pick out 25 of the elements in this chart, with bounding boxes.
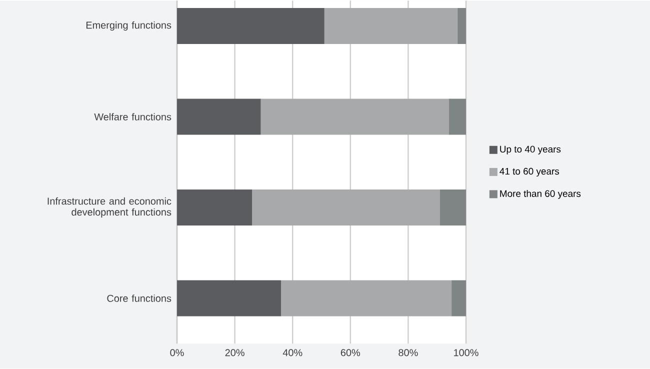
bar xyxy=(260,98,449,135)
bar xyxy=(324,8,458,44)
bar xyxy=(177,280,282,316)
legend-label: Up to 40 years xyxy=(500,146,561,155)
x-tick-label: 0% xyxy=(170,349,184,356)
bar xyxy=(440,190,466,226)
bar xyxy=(452,280,466,316)
bar xyxy=(177,8,324,44)
x-tick-label: 40% xyxy=(282,349,302,356)
x-tick-label: 80% xyxy=(398,349,418,356)
legend-label: 41 to 60 years xyxy=(500,168,560,177)
bar xyxy=(281,280,452,316)
bar xyxy=(177,190,252,226)
bar xyxy=(457,8,466,44)
y-tick-label: Emerging functions xyxy=(86,22,172,31)
x-tick-label: 100% xyxy=(454,349,478,356)
bar xyxy=(448,98,466,135)
bar xyxy=(252,190,440,226)
y-tick-label: Core functions xyxy=(107,294,172,302)
x-tick-label: 60% xyxy=(340,349,360,356)
y-tick-label: Welfare functions xyxy=(94,113,172,121)
y-tick-label: Infrastructure and economic development functions xyxy=(48,198,172,218)
bar xyxy=(177,98,261,135)
legend-label: More than 60 years xyxy=(500,190,581,200)
x-tick-label: 20% xyxy=(225,349,244,356)
